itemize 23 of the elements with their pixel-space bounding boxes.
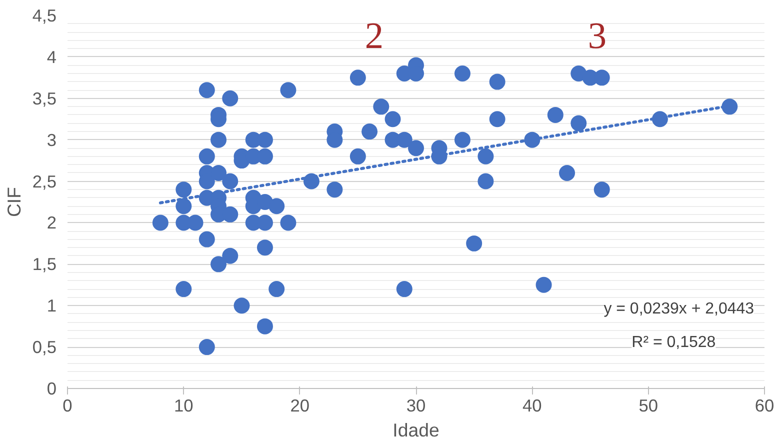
y-tick-label: 1 — [46, 296, 57, 316]
annotation: R² = 0,1528 — [632, 334, 716, 352]
annotation: y = 0,0239x + 2,0443 — [604, 300, 754, 318]
y-axis-title: CIF — [3, 186, 24, 218]
x-axis-title: Idade — [392, 420, 440, 440]
annotation: 3 — [588, 16, 607, 57]
x-tick-label: 50 — [638, 396, 658, 416]
y-tick-label: 2 — [46, 212, 57, 233]
y-tick-label: 4,5 — [32, 6, 57, 26]
annotation: 2 — [364, 16, 384, 57]
y-tick-label: 0 — [46, 378, 57, 398]
x-tick-label: 60 — [754, 396, 774, 416]
x-tick-label: 20 — [290, 396, 310, 416]
y-tick-label: 3,5 — [32, 88, 57, 108]
y-tick-label: 2,5 — [32, 171, 57, 192]
x-tick-label: 40 — [522, 396, 542, 416]
y-tick-label: 4 — [46, 46, 57, 67]
y-tick-label: 3 — [46, 130, 57, 150]
x-tick-label: 10 — [174, 396, 194, 416]
x-tick-label: 0 — [62, 396, 72, 416]
y-tick-label: 1,5 — [32, 254, 57, 274]
y-tick-label: 0,5 — [32, 337, 57, 358]
x-tick-label: 30 — [406, 396, 426, 416]
